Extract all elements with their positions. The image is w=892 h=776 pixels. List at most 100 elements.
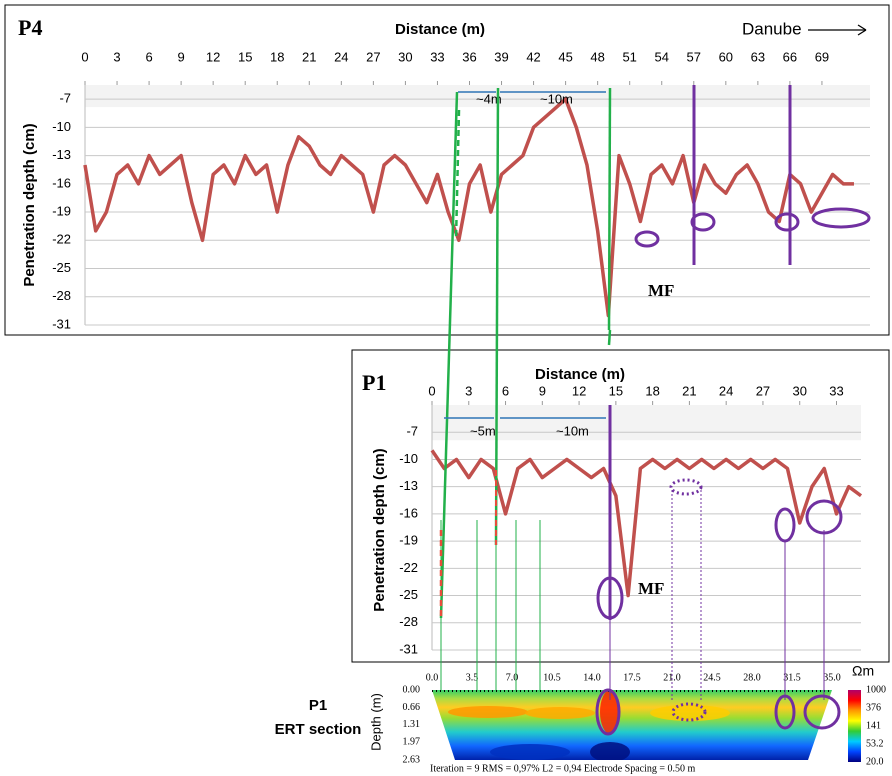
x-tick-label: 3 bbox=[465, 383, 472, 398]
y-axis-title: Depth (m) bbox=[368, 693, 383, 751]
x-tick-label: 10.5 bbox=[543, 672, 561, 683]
highlight-ellipse bbox=[805, 499, 843, 535]
colorbar-tick-label: 20.0 bbox=[866, 756, 884, 767]
y-tick-label: -13 bbox=[399, 478, 418, 493]
plot-shade bbox=[85, 85, 870, 108]
depth-line bbox=[430, 449, 863, 598]
colorbar-tick-label: 141 bbox=[866, 720, 881, 731]
connector bbox=[439, 91, 459, 619]
annotation: MF bbox=[638, 579, 664, 598]
highlight-ellipse bbox=[803, 694, 841, 730]
x-tick-label: 21.0 bbox=[663, 672, 681, 683]
annotation: MF bbox=[648, 281, 674, 300]
section-title: P1 bbox=[309, 697, 327, 714]
highlight-ellipse bbox=[774, 212, 800, 232]
section-subtitle: ERT section bbox=[275, 721, 362, 738]
x-tick-label: 3.5 bbox=[466, 672, 479, 683]
x-tick-label: 57 bbox=[687, 49, 701, 64]
ert-blob bbox=[490, 744, 570, 760]
y-tick-label: -7 bbox=[406, 424, 418, 439]
y-tick-label: -31 bbox=[52, 316, 71, 331]
panel-label: P4 bbox=[18, 15, 42, 40]
x-tick-label: 27 bbox=[756, 383, 770, 398]
x-tick-label: 3 bbox=[113, 49, 120, 64]
connector bbox=[857, 29, 867, 36]
y-tick-label: -19 bbox=[399, 533, 418, 548]
x-tick-label: 18 bbox=[270, 49, 284, 64]
ert-blob bbox=[600, 690, 620, 734]
highlight-ellipse bbox=[634, 230, 660, 248]
colorbar-title: Ωm bbox=[852, 663, 874, 679]
x-tick-label: 30 bbox=[792, 383, 806, 398]
colorbar-tick-label: 376 bbox=[866, 702, 881, 713]
annotation: ~10m bbox=[540, 91, 573, 106]
highlight-ellipse bbox=[811, 207, 871, 229]
colorbar-tick-label: 1000 bbox=[866, 684, 886, 695]
connector bbox=[607, 87, 612, 331]
y-tick-label: 0.00 bbox=[403, 684, 421, 695]
y-tick-label: -28 bbox=[399, 614, 418, 629]
annotation: ~10m bbox=[556, 423, 589, 438]
annotation: Danube bbox=[742, 19, 802, 38]
colorbar bbox=[848, 690, 861, 762]
highlight-ellipse bbox=[690, 212, 716, 232]
annotation: ~5m bbox=[470, 423, 496, 438]
y-tick-label: -16 bbox=[399, 505, 418, 520]
overlays bbox=[439, 24, 871, 736]
p4-frame bbox=[4, 4, 890, 336]
connector bbox=[454, 109, 461, 241]
highlight-ellipse bbox=[596, 576, 624, 620]
y-tick-label: 1.31 bbox=[403, 719, 421, 730]
x-tick-label: 24 bbox=[334, 49, 348, 64]
x-tick-label: 17.5 bbox=[623, 672, 641, 683]
x-tick-label: 15 bbox=[609, 383, 623, 398]
x-tick-label: 24.5 bbox=[703, 672, 721, 683]
x-tick-label: 35.0 bbox=[823, 672, 841, 683]
connector bbox=[857, 24, 867, 31]
x-tick-label: 39 bbox=[494, 49, 508, 64]
x-tick-label: 54 bbox=[655, 49, 669, 64]
x-tick-label: 36 bbox=[462, 49, 476, 64]
ert-blob bbox=[650, 705, 730, 721]
ert-blob bbox=[525, 707, 595, 719]
connector bbox=[494, 87, 500, 546]
ert-image bbox=[432, 690, 832, 760]
annotation: ~4m bbox=[476, 91, 502, 106]
x-tick-label: 9 bbox=[178, 49, 185, 64]
highlight-ellipse bbox=[595, 688, 621, 736]
y-tick-label: -25 bbox=[52, 260, 71, 275]
y-tick-label: 0.66 bbox=[403, 702, 421, 713]
x-tick-label: 9 bbox=[539, 383, 546, 398]
p1-frame bbox=[351, 349, 890, 663]
y-tick-label: -22 bbox=[399, 560, 418, 575]
x-tick-label: 28.0 bbox=[743, 672, 761, 683]
highlight-ellipse bbox=[774, 694, 796, 730]
x-tick-label: 6 bbox=[145, 49, 152, 64]
y-axis-title: Penetration depth (cm) bbox=[371, 448, 388, 611]
y-tick-label: -22 bbox=[52, 232, 71, 247]
connector bbox=[607, 329, 612, 346]
highlight-ellipse bbox=[774, 507, 796, 543]
x-tick-label: 12 bbox=[206, 49, 220, 64]
x-tick-label: 60 bbox=[719, 49, 733, 64]
footer: Iteration = 9 RMS = 0,97% L2 = 0,94 Elec… bbox=[430, 763, 696, 774]
colorbar-tick-label: 53.2 bbox=[866, 738, 884, 749]
highlight-ellipse bbox=[669, 478, 703, 496]
y-tick-label: 2.63 bbox=[403, 754, 421, 765]
x-tick-label: 66 bbox=[783, 49, 797, 64]
y-tick-label: -7 bbox=[59, 91, 71, 106]
y-tick-label: -13 bbox=[52, 147, 71, 162]
x-tick-label: 15 bbox=[238, 49, 252, 64]
x-tick-label: 6 bbox=[502, 383, 509, 398]
panel-label: P1 bbox=[362, 370, 386, 395]
x-tick-label: 31.5 bbox=[783, 672, 801, 683]
x-axis-title: Distance (m) bbox=[395, 21, 485, 38]
x-tick-label: 0 bbox=[81, 49, 88, 64]
x-tick-label: 69 bbox=[815, 49, 829, 64]
plot-shade bbox=[432, 405, 861, 441]
highlight-ellipse bbox=[671, 702, 707, 722]
y-tick-label: -10 bbox=[52, 119, 71, 134]
x-tick-label: 24 bbox=[719, 383, 733, 398]
depth-line bbox=[83, 97, 854, 318]
